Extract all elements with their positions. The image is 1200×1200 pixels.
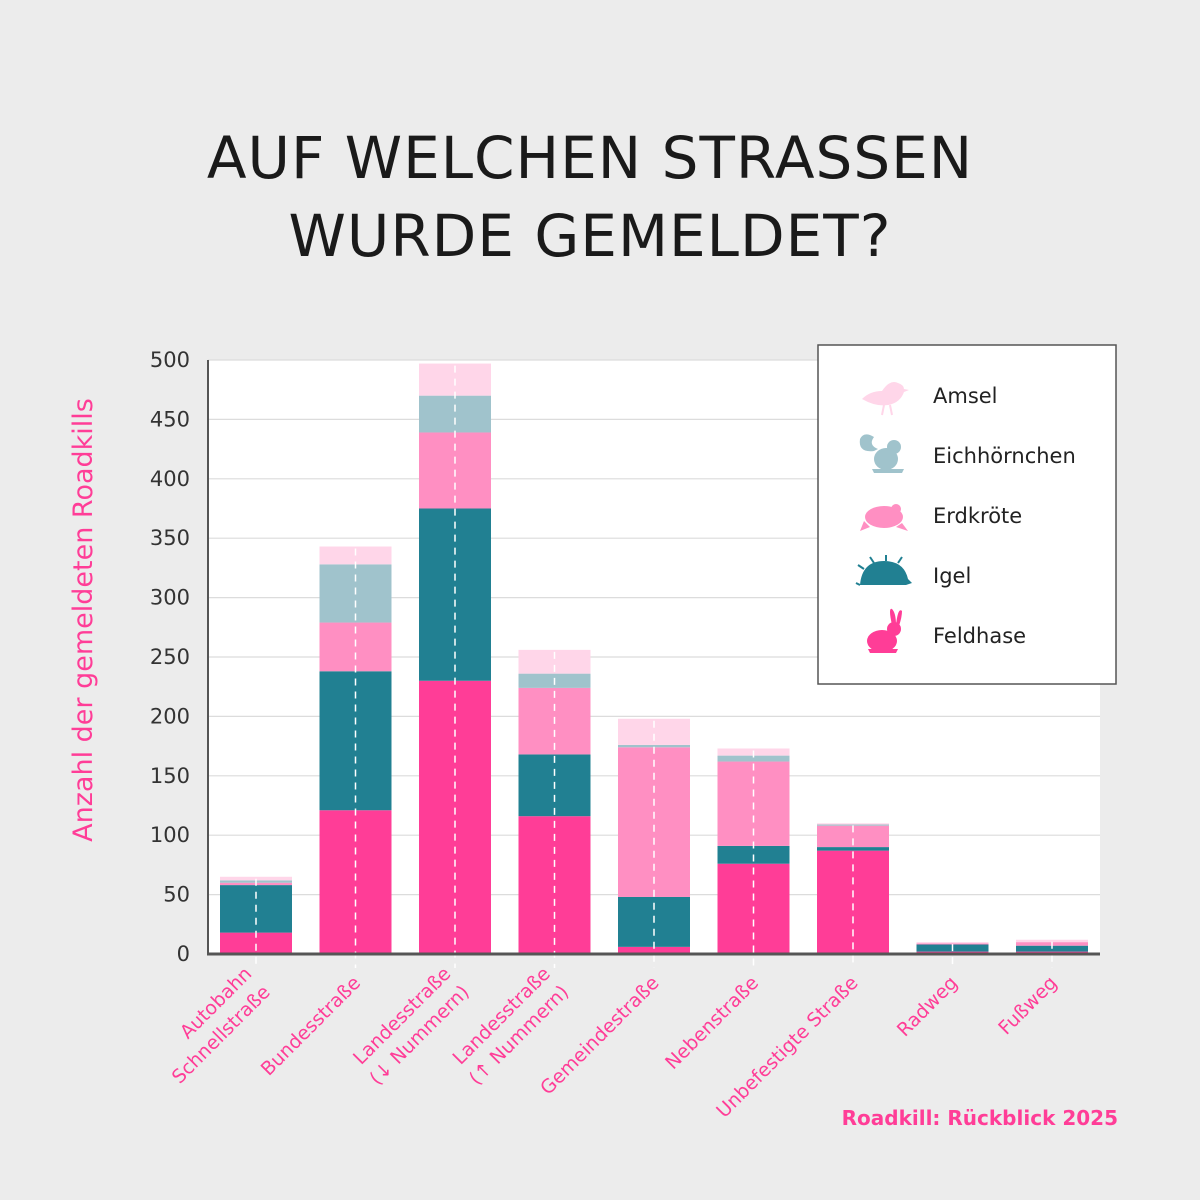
bar-amsel-landesstrasse-nummern [518, 649, 591, 674]
bar-feldhase-autobahn-schnellstrasse [220, 932, 292, 954]
toad-icon [860, 504, 908, 531]
bar-stack-nebenstrasse [717, 748, 790, 968]
blackbird-icon [862, 382, 909, 416]
legend-item-eichhoernchen: Eichhörnchen [859, 434, 1076, 473]
bar-stack-landesstrasse-nummern [419, 363, 491, 968]
x-tick-label-landesstrasse-nummern: Landesstraße(↓ Nummern) [347, 963, 474, 1090]
squirrel-head [887, 440, 901, 454]
legend-label-erdkroete: Erdkröte [933, 504, 1022, 528]
bar-amsel-radweg [916, 942, 989, 944]
y-tick-label-250: 250 [150, 645, 190, 669]
hare-ears [890, 608, 902, 626]
bar-amsel-autobahn-schnellstrasse [220, 876, 292, 881]
x-tick-label-line: Fußweg [994, 972, 1061, 1039]
legend-label-eichhoernchen: Eichhörnchen [933, 444, 1076, 468]
bar-erdkroete-radweg [916, 943, 989, 945]
x-tick-label-line: Bundesstraße [257, 972, 365, 1080]
bar-stack-autobahn-schnellstrasse [220, 876, 292, 968]
source-label: Roadkill: Rückblick 2025 [842, 1106, 1118, 1130]
y-tick-label-100: 100 [150, 823, 190, 847]
legend-label-feldhase: Feldhase [933, 624, 1026, 648]
bar-erdkroete-unbefestigte-strasse [817, 825, 889, 848]
x-tick-label-radweg: Radweg [893, 972, 962, 1041]
y-tick-label-400: 400 [150, 467, 190, 491]
bar-eichhoernchen-unbefestigte-strasse [817, 824, 889, 826]
hare-feet [868, 649, 898, 653]
blackbird-body [862, 382, 909, 406]
hedgehog-body [860, 561, 912, 585]
hedgehog-spikes [855, 555, 903, 586]
bar-eichhoernchen-landesstrasse-nummern [419, 395, 491, 433]
hare-icon [867, 608, 902, 653]
y-tick-label-350: 350 [150, 526, 190, 550]
toad-eye [891, 504, 901, 514]
x-tick-label-line: Radweg [893, 972, 962, 1041]
legend-label-igel: Igel [933, 564, 971, 588]
y-tick-label-300: 300 [150, 586, 190, 610]
x-tick-label-autobahn-schnellstrasse: AutobahnSchnellstraße [149, 963, 274, 1088]
x-axis-labels: AutobahnSchnellstraßeBundesstraßeLandess… [149, 963, 1062, 1123]
x-tick-label-bundesstrasse: Bundesstraße [257, 972, 365, 1080]
hedgehog-icon [855, 555, 912, 586]
legend: Amsel Eichhörnchen Erdkröte Igel Feldhase [817, 344, 1117, 685]
bar-eichhoernchen-nebenstrasse [717, 755, 790, 762]
y-tick-label-500: 500 [150, 348, 190, 372]
axes [207, 360, 1100, 956]
toad-legs [860, 521, 908, 531]
hare-body [867, 630, 897, 652]
y-tick-label-50: 50 [163, 883, 190, 907]
y-tick-label-150: 150 [150, 764, 190, 788]
bar-stack-gemeindestrasse [618, 718, 690, 968]
legend-item-igel: Igel [855, 555, 971, 588]
x-tick-label-line: Nebenstraße [661, 972, 763, 1074]
legend-item-amsel: Amsel [862, 382, 998, 416]
bar-amsel-unbefestigte-strasse [817, 823, 889, 825]
y-axis-title: Anzahl der gemeldeten Roadkills [68, 398, 99, 842]
chart-title: AUF WELCHEN STRASSEN WURDE GEMELDET? [207, 124, 973, 270]
title-line-1: AUF WELCHEN STRASSEN [207, 124, 973, 192]
x-tick-label-fussweg: Fußweg [994, 972, 1061, 1039]
y-axis-ticks: 0 50 100 150 200 250 300 350 400 450 500 [150, 348, 190, 966]
y-tick-label-0: 0 [177, 942, 190, 966]
bar-stack-unbefestigte-strasse [817, 823, 889, 968]
y-tick-label-200: 200 [150, 704, 190, 728]
title-line-2: WURDE GEMELDET? [289, 202, 892, 270]
bar-feldhase-gemeindestrasse [618, 946, 690, 954]
bar-eichhoernchen-gemeindestrasse [618, 744, 690, 748]
squirrel-icon [859, 434, 904, 473]
legend-item-erdkroete: Erdkröte [860, 504, 1022, 531]
blackbird-legs [881, 404, 893, 416]
bar-stack-landesstrasse-nummern [518, 649, 591, 968]
x-tick-label-nebenstrasse: Nebenstraße [661, 972, 763, 1074]
legend-label-amsel: Amsel [933, 384, 998, 408]
bar-stack-bundesstrasse [319, 546, 392, 968]
squirrel-feet [872, 469, 904, 473]
bars [220, 363, 1088, 968]
bar-erdkroete-gemeindestrasse [618, 747, 690, 897]
bar-amsel-fussweg [1016, 939, 1088, 943]
squirrel-tail [859, 434, 878, 452]
bar-igel-unbefestigte-strasse [817, 847, 889, 851]
legend-item-feldhase: Feldhase [867, 608, 1026, 653]
bar-feldhase-landesstrasse-nummern [419, 680, 491, 954]
y-tick-label-450: 450 [150, 407, 190, 431]
